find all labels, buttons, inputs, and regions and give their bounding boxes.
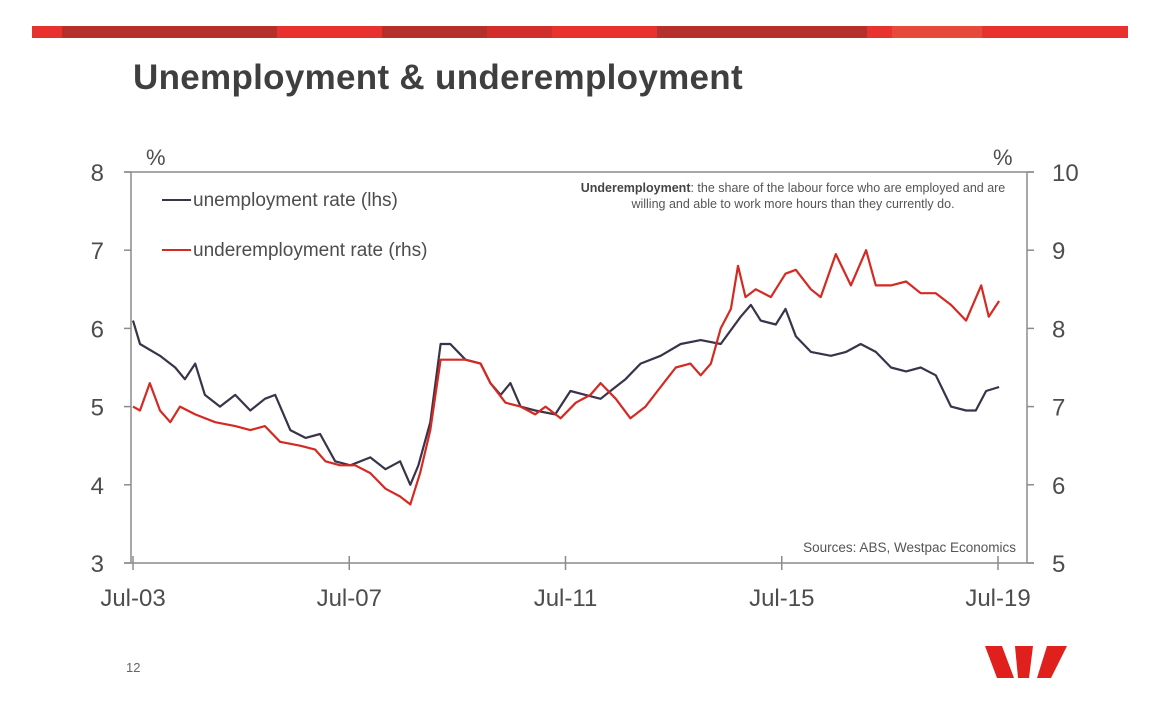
note-bold-term: Underemployment	[580, 181, 691, 195]
right-axis-unit: %	[993, 145, 1013, 170]
x-tick-label: Jul-11	[534, 585, 598, 612]
left-tick-label: 3	[91, 551, 104, 578]
top-bar-segment	[867, 26, 892, 38]
page-number: 12	[126, 660, 141, 675]
top-accent-bar	[32, 26, 1128, 38]
top-bar-segment	[892, 26, 982, 38]
axis-ticks: 3 4 5 6 7 8 5 6 7 8 9 10 Jul-03 Jul-07 Jul-11 Jul-15 Jul…	[91, 160, 1079, 612]
underemployment-rate-line	[132, 249, 1001, 506]
note-text: : the share of the labour force who are …	[631, 181, 1006, 211]
legend-unemployment-label: unemployment rate (lhs)	[193, 190, 398, 211]
left-tick-label: 6	[91, 316, 104, 343]
right-tick-label: 10	[1052, 160, 1079, 187]
top-bar-segment	[982, 26, 1128, 38]
slide-title: Unemployment & underemployment	[133, 58, 743, 97]
legend-underemployment-label: underemployment rate (rhs)	[193, 240, 427, 261]
top-bar-segment	[277, 26, 382, 38]
westpac-logo-icon	[985, 646, 1067, 678]
top-bar-segment	[62, 26, 277, 38]
top-bar-segment	[657, 26, 867, 38]
left-axis-unit: %	[146, 145, 166, 170]
unemployment-rate-line	[131, 303, 1000, 486]
legend: unemployment rate (lhs) underemployment …	[162, 190, 427, 261]
right-tick-label: 9	[1052, 238, 1065, 265]
right-tick-label: 7	[1052, 395, 1065, 422]
x-tick-label: Jul-15	[749, 585, 814, 612]
left-tick-label: 8	[91, 160, 104, 187]
x-tick-label: Jul-19	[965, 585, 1030, 612]
left-tick-label: 7	[91, 238, 104, 265]
underemployment-definition-note: Underemployment: the share of the labour…	[568, 180, 1018, 212]
source-note: Sources: ABS, Westpac Economics	[803, 540, 1016, 555]
top-bar-segment	[552, 26, 657, 38]
top-bar-segment	[382, 26, 487, 38]
x-tick-label: Jul-07	[317, 585, 382, 612]
right-tick-label: 6	[1052, 473, 1065, 500]
x-tick-label: Jul-03	[100, 585, 165, 612]
top-bar-segment	[32, 26, 62, 38]
series-lines	[131, 249, 1001, 506]
left-tick-label: 4	[91, 473, 104, 500]
right-tick-label: 8	[1052, 316, 1065, 343]
right-tick-label: 5	[1052, 551, 1065, 578]
top-bar-segment	[487, 26, 552, 38]
left-tick-label: 5	[91, 395, 104, 422]
